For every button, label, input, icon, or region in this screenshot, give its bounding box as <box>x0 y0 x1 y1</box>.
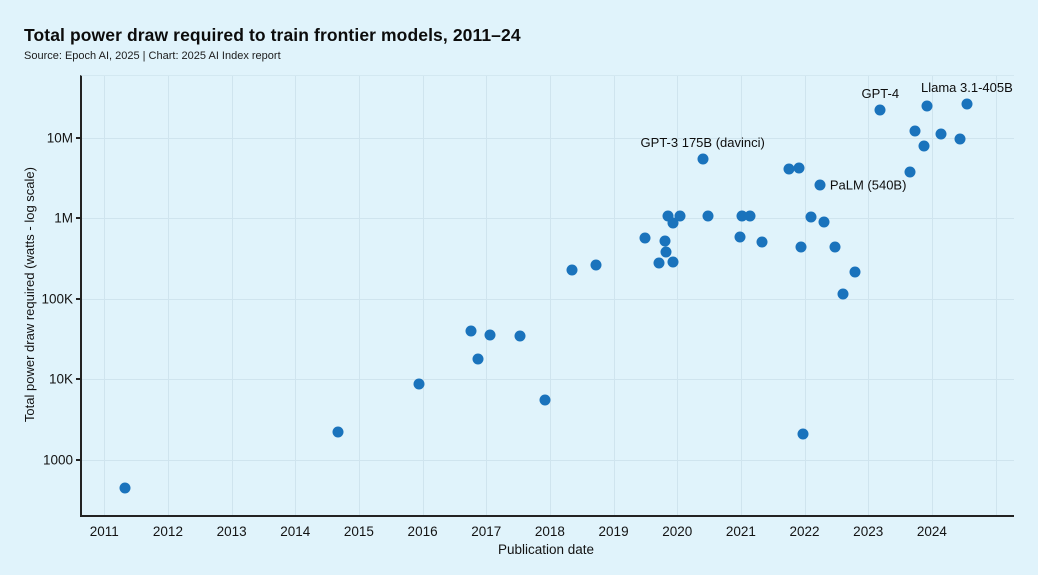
data-point <box>921 100 933 112</box>
data-point <box>590 259 602 271</box>
data-point <box>667 217 679 229</box>
point-annotation: GPT-4 <box>861 86 900 102</box>
data-point <box>961 98 973 110</box>
x-tick-label: 2018 <box>534 524 565 539</box>
y-tick-label: 1M <box>54 210 73 226</box>
data-point <box>702 210 714 222</box>
x-tick-label: 2015 <box>343 524 374 539</box>
data-point <box>484 329 496 341</box>
data-point <box>662 210 674 222</box>
data-point <box>818 216 830 228</box>
chart-source: Source: Epoch AI, 2025 | Chart: 2025 AI … <box>24 50 281 62</box>
plot-area: 2011 2012 2013 2014 2015 2016 2017 2018 2019 2020… <box>41 75 1014 539</box>
y-gridline <box>82 137 1014 139</box>
data-point <box>119 482 131 494</box>
data-point <box>539 394 551 406</box>
y-tick-mark <box>76 136 81 139</box>
data-point <box>918 140 930 152</box>
x-gridline <box>167 76 169 515</box>
x-tick-label: 2016 <box>407 524 438 539</box>
y-axis-title: Total power draw required (watts - log s… <box>20 75 38 514</box>
y-tick-mark <box>76 378 81 381</box>
data-point <box>653 257 665 269</box>
point-annotation: PaLM (540B) <box>829 177 907 193</box>
data-point <box>659 235 671 247</box>
x-gridline <box>868 76 870 515</box>
data-point <box>829 241 841 253</box>
x-tick-label: 2024 <box>916 524 947 539</box>
data-point <box>736 210 748 222</box>
x-gridline <box>358 76 360 515</box>
data-point <box>744 210 756 222</box>
x-tick-label: 2021 <box>725 524 756 539</box>
x-gridline <box>995 76 997 515</box>
x-gridline <box>804 76 806 515</box>
x-tick-label: 2013 <box>216 524 247 539</box>
data-point <box>756 236 768 248</box>
x-tick-label: 2019 <box>598 524 629 539</box>
chart-title: Total power draw required to train front… <box>24 25 521 45</box>
data-point <box>805 211 817 223</box>
y-tick-label: 10K <box>48 371 73 387</box>
y-gridline <box>82 218 1014 220</box>
data-point <box>332 426 344 438</box>
data-point <box>849 266 861 278</box>
data-point <box>783 163 795 175</box>
y-tick-mark <box>76 458 81 461</box>
data-point <box>935 128 947 140</box>
data-point <box>639 232 651 244</box>
y-tick-label: 1000 <box>42 452 73 468</box>
data-point <box>674 210 686 222</box>
y-tick-mark <box>76 297 81 300</box>
y-gridline <box>82 298 1014 300</box>
data-point <box>472 353 484 365</box>
x-gridline <box>931 76 933 515</box>
y-tick-mark <box>76 217 81 220</box>
data-point <box>660 246 672 258</box>
data-point <box>413 378 425 390</box>
x-gridline <box>486 76 488 515</box>
x-tick-label: 2011 <box>89 524 119 539</box>
x-tick-label: 2023 <box>853 524 884 539</box>
data-point <box>874 104 886 116</box>
x-tick-label: 2020 <box>662 524 693 539</box>
y-tick-label: 100K <box>41 291 73 307</box>
x-gridline <box>295 76 297 515</box>
x-gridline <box>677 76 679 515</box>
x-gridline <box>422 76 424 515</box>
data-point <box>465 325 477 337</box>
x-gridline <box>549 76 551 515</box>
y-axis-title-text: Total power draw required (watts - log s… <box>21 166 37 423</box>
data-point <box>697 153 709 165</box>
x-tick-label: 2014 <box>280 524 311 539</box>
data-point <box>837 288 849 300</box>
data-point <box>734 231 746 243</box>
y-tick-label: 10M <box>46 130 73 146</box>
data-point <box>667 256 679 268</box>
x-gridline <box>613 76 615 515</box>
data-point <box>566 264 578 276</box>
x-tick-label: 2012 <box>152 524 183 539</box>
data-point <box>954 133 966 145</box>
x-gridline <box>104 76 106 515</box>
x-tick-label: 2017 <box>471 524 502 539</box>
data-point <box>795 241 807 253</box>
y-gridline <box>82 379 1014 381</box>
x-gridline <box>740 76 742 515</box>
x-gridline <box>231 76 233 515</box>
data-point <box>797 428 809 440</box>
data-point <box>793 162 805 174</box>
point-annotation: Llama 3.1-405B <box>921 80 1013 96</box>
data-point <box>904 166 916 178</box>
point-annotation: GPT-3 175B (davinci) <box>640 134 765 150</box>
x-tick-label: 2022 <box>789 524 820 539</box>
x-axis-title: Publication date <box>497 542 595 557</box>
data-point <box>909 125 921 137</box>
data-point <box>814 179 826 191</box>
data-point <box>514 330 526 342</box>
chart-header: Total power draw required to train front… <box>24 25 521 62</box>
y-gridline <box>82 459 1014 461</box>
